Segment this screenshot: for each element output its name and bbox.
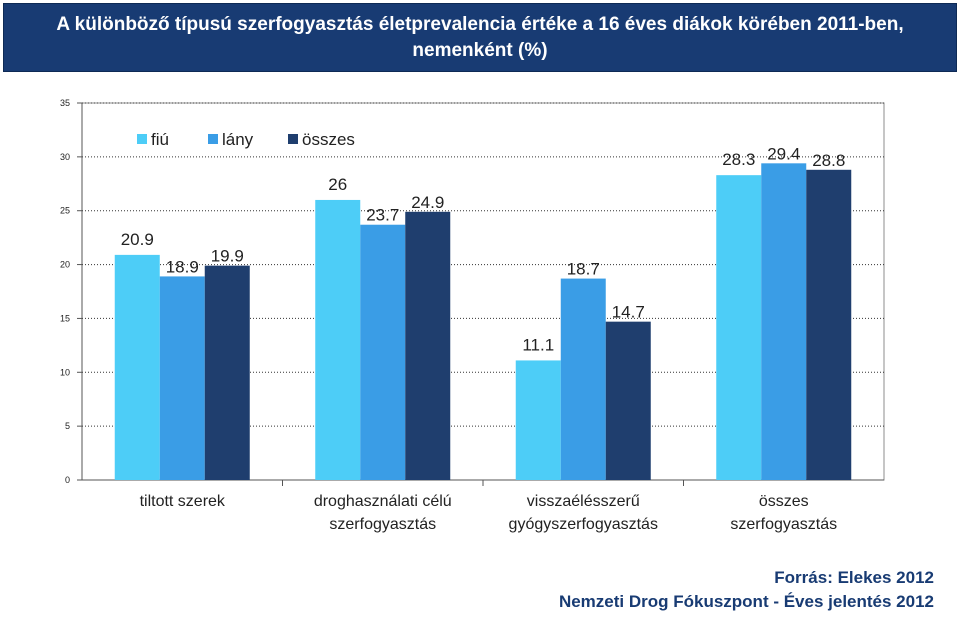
y-tick-label: 0 (65, 475, 70, 485)
y-tick-label: 25 (60, 206, 70, 216)
bar-fiú (716, 175, 762, 480)
source-line-2: Nemzeti Drog Fókuszpont - Éves jelentés … (558, 592, 934, 611)
x-category-label: visszaélésszerű (527, 493, 640, 510)
bar-összes (405, 211, 451, 480)
data-label: 11.1 (522, 335, 554, 354)
x-category-label: szerfogyasztás (329, 516, 436, 533)
data-label: 14.7 (612, 303, 645, 322)
source-credit: Forrás: Elekes 2012 Nemzeti Drog Fókuszp… (559, 566, 934, 614)
bar-lány (159, 276, 205, 480)
y-tick-label: 30 (60, 152, 70, 162)
y-tick-label: 20 (60, 260, 70, 270)
legend-label: lány (222, 130, 254, 149)
bar-összes (605, 321, 651, 480)
data-label: 29.4 (767, 144, 800, 163)
legend-label: fiú (151, 130, 169, 149)
legend-swatch-fiú (137, 134, 147, 144)
bar-lány (560, 278, 606, 480)
bar-összes (204, 265, 250, 480)
chart-title-banner: A különböző típusú szerfogyasztás életpr… (3, 3, 957, 72)
data-label: 18.9 (166, 257, 199, 276)
x-category-label: összes (759, 493, 809, 510)
bar-lány (761, 163, 807, 480)
data-label: 28.8 (812, 151, 845, 170)
chart-title-line-2: nemenként (%) (412, 40, 548, 61)
data-label: 19.9 (211, 247, 244, 266)
chart-title-line-1: A különböző típusú szerfogyasztás életpr… (56, 14, 904, 35)
x-category-label: szerfogyasztás (730, 516, 837, 533)
legend-swatch-összes (288, 134, 298, 144)
bar-lány (360, 224, 406, 480)
y-tick-label: 10 (60, 367, 70, 377)
data-label: 20.9 (121, 230, 154, 249)
bar-chart: 0 5 10 15 20 25 30 35 20.9 18.9 19.9 tiltott szerek… (60, 98, 885, 533)
x-category-label: tiltott szerek (140, 493, 226, 510)
bar-fiú (315, 199, 361, 480)
bar-összes (806, 169, 852, 481)
legend-label: összes (302, 130, 355, 149)
data-label: 23.7 (366, 206, 399, 225)
data-label: 18.7 (567, 260, 600, 279)
data-label: 26 (328, 175, 347, 194)
source-line-1: Forrás: Elekes 2012 (774, 568, 934, 587)
x-category-label: gyógyszerfogyasztás (509, 516, 658, 533)
data-label: 24.9 (411, 193, 444, 212)
x-category-label: droghasználati célú (314, 493, 452, 510)
y-tick-label: 5 (65, 421, 70, 431)
data-label: 28.3 (722, 150, 755, 169)
y-tick-label: 15 (60, 313, 70, 323)
legend-swatch-lány (208, 134, 218, 144)
y-tick-label: 35 (60, 98, 70, 108)
bar-fiú (515, 360, 561, 480)
bar-fiú (114, 254, 160, 480)
